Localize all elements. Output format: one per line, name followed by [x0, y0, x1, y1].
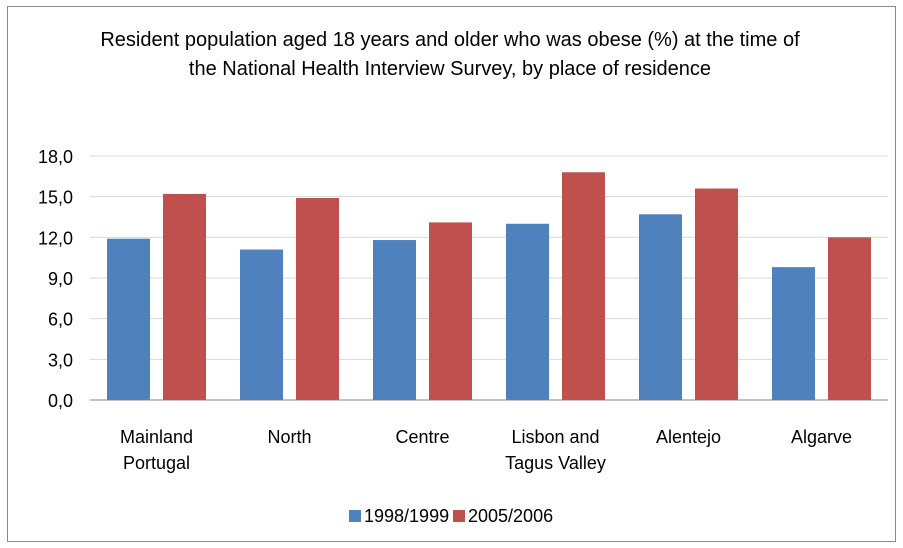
legend-swatch: [349, 510, 361, 522]
x-tick-label: North: [267, 427, 311, 447]
legend: 1998/1999 2005/2006: [349, 506, 553, 526]
bar-2005-2006-0: [163, 193, 206, 400]
bar-1998-1999-5: [772, 267, 815, 400]
x-tick-label: Tagus Valley: [505, 453, 606, 473]
bar-2005-2006-3: [562, 172, 605, 400]
y-tick-label: 18,0: [38, 147, 73, 167]
x-tick-label: Algarve: [791, 427, 852, 447]
x-axis-ticks: Mainland Portugal North Centre Lisbon and Tag…: [120, 427, 852, 473]
x-tick-label: Mainland: [120, 427, 193, 447]
y-tick-label: 15,0: [38, 188, 73, 208]
bar-1998-1999-0: [107, 238, 150, 400]
bar-2005-2006-5: [828, 237, 871, 400]
y-axis-ticks: 0,0 3,0 6,0 9,0 12,0 15,0 18,0: [38, 147, 73, 411]
legend-swatch: [453, 510, 465, 522]
bars: [107, 172, 871, 400]
x-tick-label: Centre: [395, 427, 449, 447]
bar-1998-1999-4: [639, 214, 682, 400]
y-tick-label: 6,0: [48, 310, 73, 330]
y-tick-label: 0,0: [48, 391, 73, 411]
x-tick-label: Alentejo: [656, 427, 721, 447]
bar-1998-1999-2: [373, 240, 416, 400]
chart-title: Resident population aged 18 years and ol…: [100, 29, 800, 80]
bar-1998-1999-3: [506, 223, 549, 400]
y-tick-label: 12,0: [38, 228, 73, 248]
bar-2005-2006-1: [296, 198, 339, 400]
x-tick-label: Portugal: [123, 453, 190, 473]
legend-label: 1998/1999: [364, 506, 449, 526]
y-tick-label: 3,0: [48, 350, 73, 370]
gridlines: [90, 155, 888, 401]
bar-1998-1999-1: [240, 249, 283, 400]
x-tick-label: Lisbon and: [511, 427, 599, 447]
y-tick-label: 9,0: [48, 269, 73, 289]
legend-label: 2005/2006: [468, 506, 553, 526]
bar-2005-2006-4: [695, 188, 738, 400]
bar-2005-2006-2: [429, 222, 472, 400]
